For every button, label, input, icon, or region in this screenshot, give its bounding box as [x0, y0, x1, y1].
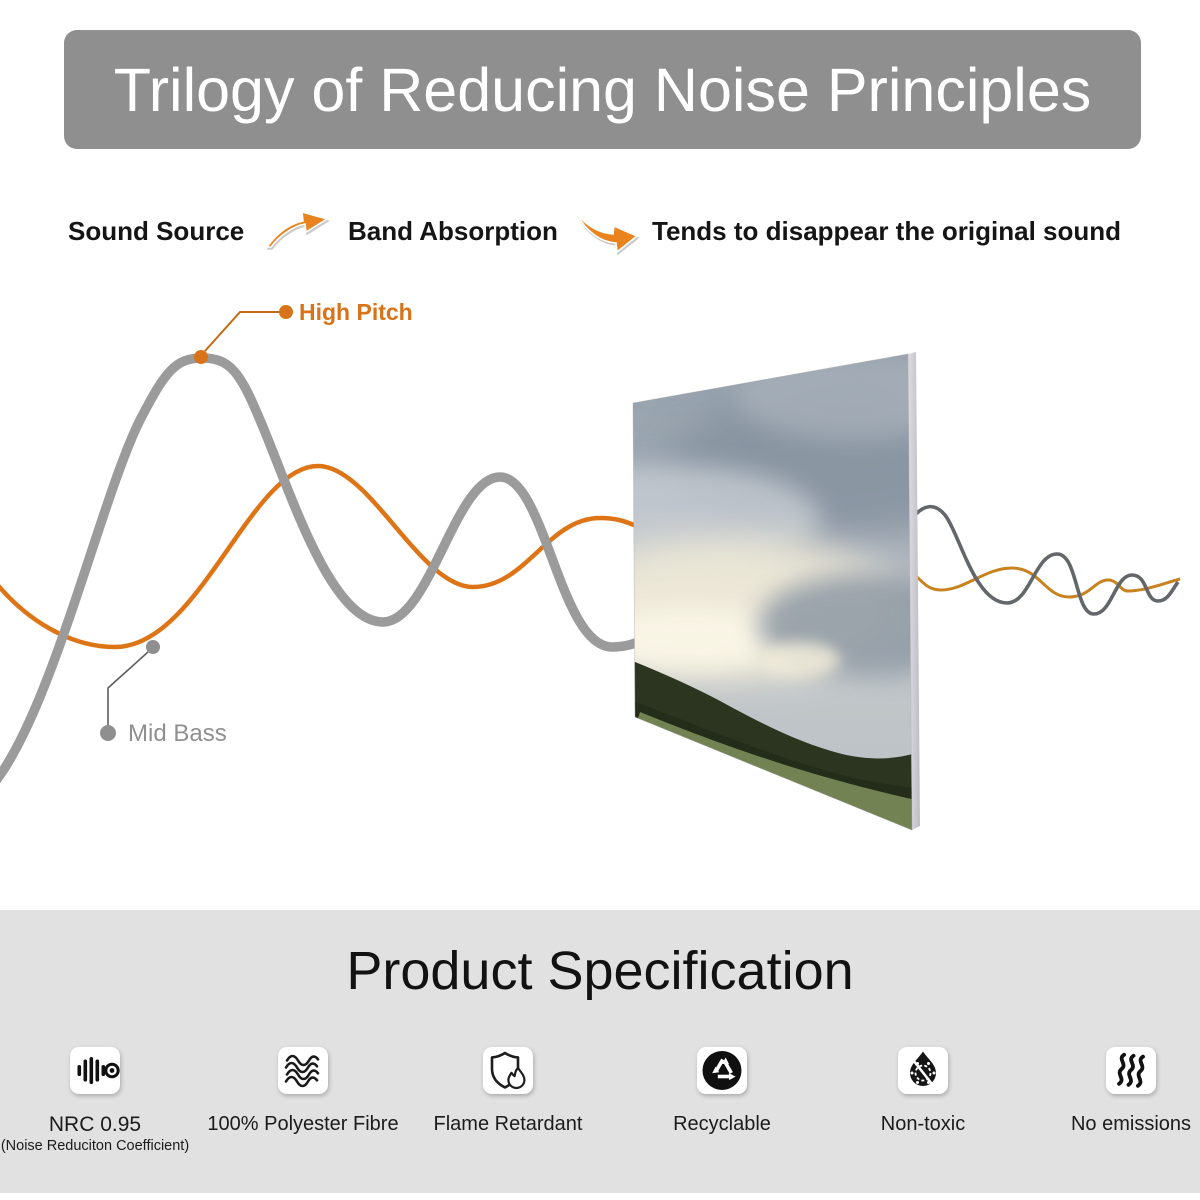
spec-section-title: Product Specification	[346, 941, 854, 1001]
mid-bass-callout: Mid Bass	[100, 640, 227, 747]
flow-step-disappear-sound: Tends to disappear the original sound	[652, 216, 1122, 246]
source-wave-left	[0, 353, 643, 784]
recyclable-icon	[697, 1047, 747, 1094]
spec-item-flame-retardant: Flame Retardant	[403, 1042, 613, 1136]
spec-item-polyester: 100% Polyester Fibre	[198, 1042, 408, 1136]
high-pitch-callout: High Pitch	[194, 299, 413, 364]
residual-waves	[914, 504, 1181, 616]
title-banner: Trilogy of Reducing Noise Principles	[64, 30, 1141, 149]
spec-item-non-toxic: Non-toxic	[818, 1042, 1028, 1136]
non-toxic-droplet-icon	[898, 1047, 948, 1094]
spec-item-recyclable: Recyclable	[617, 1042, 827, 1136]
flow-step-sound-source: Sound Source	[68, 216, 245, 246]
mid-bass-label-dot	[100, 725, 116, 741]
residual-wave-orange	[914, 566, 1181, 599]
product-spec-section: Product Specification NRC 0.95 (Noise Re…	[0, 910, 1200, 1193]
flame-retardant-shield-icon	[483, 1047, 533, 1094]
page-title: Trilogy of Reducing Noise Principles	[113, 55, 1092, 124]
spec-item-sublabel: (Noise Reduciton Coefficient)	[0, 1138, 190, 1154]
high-pitch-wave-dot	[194, 350, 208, 364]
no-emissions-icon	[1106, 1047, 1156, 1094]
flow-arrow-icon	[573, 208, 643, 256]
polyester-fibre-icon	[278, 1047, 328, 1094]
incoming-waves	[0, 353, 643, 784]
spec-item-label: 100% Polyester Fibre	[207, 1113, 399, 1135]
mid-bass-wave-dot	[146, 640, 160, 654]
spec-item-label: Recyclable	[673, 1113, 771, 1135]
acoustic-panel-image	[632, 352, 920, 831]
spec-item-label: NRC 0.95	[48, 1113, 142, 1136]
flow-step-band-absorption: Band Absorption	[348, 216, 558, 246]
spec-item-no-emissions: No emissions	[1026, 1042, 1200, 1136]
spec-item-label: Non-toxic	[880, 1113, 966, 1135]
mid-bass-label: Mid Bass	[128, 720, 227, 747]
absorbed-wave-left	[0, 463, 637, 650]
high-pitch-label-dot	[279, 305, 293, 319]
flow-arrow-icon	[261, 205, 331, 251]
high-pitch-label: High Pitch	[299, 299, 413, 325]
residual-wave-gray	[914, 504, 1180, 616]
spec-item-nrc: NRC 0.95 (Noise Reduciton Coefficient)	[0, 1042, 200, 1154]
spec-item-label: No emissions	[1070, 1113, 1192, 1135]
spec-item-label: Flame Retardant	[433, 1113, 583, 1135]
nrc-soundwave-icon	[70, 1047, 120, 1094]
